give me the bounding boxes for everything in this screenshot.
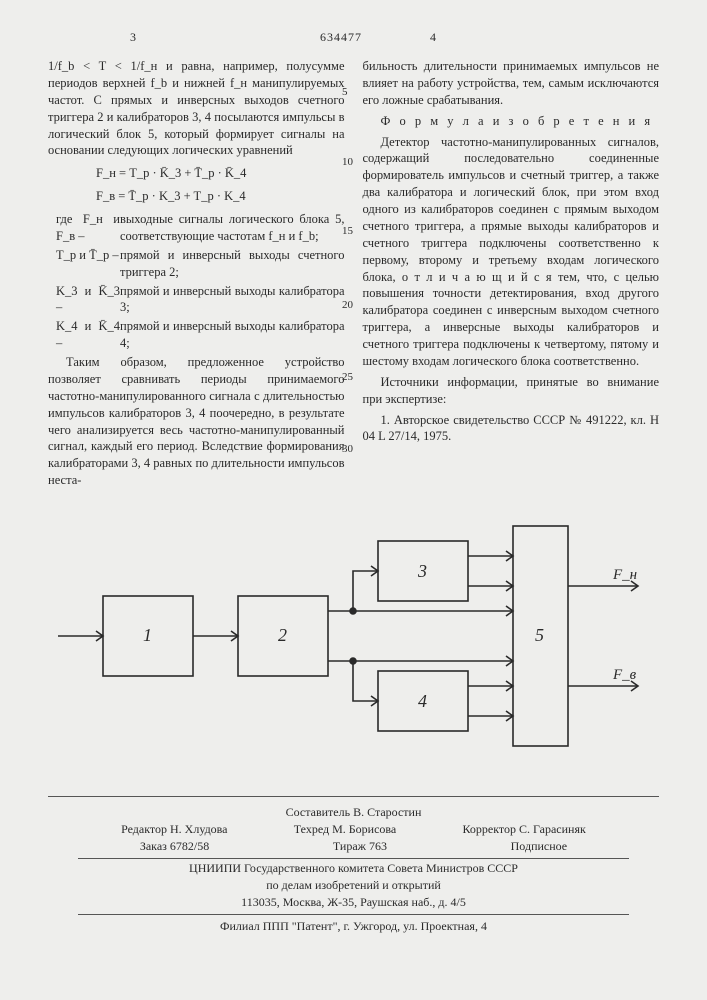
left-column: 1/f_b < T < 1/f_н и равна, например, пол…: [48, 58, 345, 493]
def-sym: K_4 и K̄_4 –: [56, 318, 120, 352]
box-4-label: 4: [418, 691, 427, 711]
def-sym: T_р и T̄_р –: [56, 247, 120, 281]
line-number-gutter: 5 10 15 20 25 30: [342, 60, 353, 455]
line-mark: 30: [342, 443, 353, 455]
order-no: Заказ 6782/58: [140, 839, 209, 854]
line-mark: 15: [342, 225, 353, 237]
def-sym: K_3 и K̄_3 –: [56, 283, 120, 317]
box-1-label: 1: [143, 625, 152, 645]
reference: 1. Авторское свидетельство СССР № 491222…: [363, 412, 660, 446]
para: бильность длительности принимаемых импул…: [363, 58, 660, 109]
tirazh: Тираж 763: [333, 839, 387, 854]
output-fv: F_в: [612, 667, 637, 683]
branch: Филиал ППП "Патент", г. Ужгород, ул. Про…: [48, 919, 659, 934]
equation-1: F_н = T_р · K̄_3 + T̄_р · K̄_4: [96, 165, 345, 182]
claim-text: Детектор частотно-манипулированных сигна…: [363, 134, 660, 370]
page-col-right: 4: [430, 30, 436, 45]
box-3-label: 3: [417, 561, 427, 581]
para: Таким образом, предложенное устройство п…: [48, 354, 345, 489]
right-column: бильность длительности принимаемых импул…: [363, 58, 660, 493]
sources-heading: Источники информации, принятые во вниман…: [363, 374, 660, 408]
def-text: прямой и инверсный выходы калибратора 3;: [120, 283, 345, 317]
def-text: прямой и инверсный выходы калибратора 4;: [120, 318, 345, 352]
line-mark: 25: [342, 371, 353, 383]
block-diagram: 1 2 3 4 5 F_н F_в: [48, 511, 659, 776]
org-line1: ЦНИИПИ Государственного комитета Совета …: [48, 861, 659, 876]
tech-editor: Техред М. Борисова: [294, 822, 396, 837]
output-fn: F_н: [612, 567, 637, 583]
editor: Редактор Н. Хлудова: [121, 822, 227, 837]
symbol-definitions: где F_н и F_в –выходные сигналы логическ…: [56, 211, 345, 352]
def-text: выходные сигналы логического блока 5, со…: [120, 211, 345, 245]
page: 3 634477 4 5 10 15 20 25 30 1/f_b < T < …: [0, 0, 707, 1000]
box-5-label: 5: [535, 625, 544, 645]
box-2-label: 2: [278, 625, 287, 645]
corrector: Корректор С. Гарасиняк: [463, 822, 586, 837]
page-col-left: 3: [130, 30, 136, 45]
claims-title: Ф о р м у л а и з о б р е т е н и я: [363, 113, 660, 130]
def-text: прямой и инверсный выходы счетного тригг…: [120, 247, 345, 281]
equation-2: F_в = T̄_р · K_3 + T_р · K_4: [96, 188, 345, 205]
patent-number: 634477: [320, 30, 362, 45]
compiler: Составитель В. Старостин: [48, 805, 659, 820]
diagram-svg: 1 2 3 4 5 F_н F_в: [48, 511, 658, 776]
def-sym: где F_н и F_в –: [56, 211, 120, 245]
line-mark: 5: [342, 86, 353, 98]
body-columns: 1/f_b < T < 1/f_н и равна, например, пол…: [48, 58, 659, 493]
para: 1/f_b < T < 1/f_н и равна, например, пол…: [48, 58, 345, 159]
colophon: Составитель В. Старостин Редактор Н. Хлу…: [48, 796, 659, 934]
signed: Подписное: [511, 839, 568, 854]
address: 113035, Москва, Ж-35, Раушская наб., д. …: [78, 895, 629, 915]
line-mark: 10: [342, 156, 353, 168]
org-line2: по делам изобретений и открытий: [48, 878, 659, 893]
line-mark: 20: [342, 299, 353, 311]
